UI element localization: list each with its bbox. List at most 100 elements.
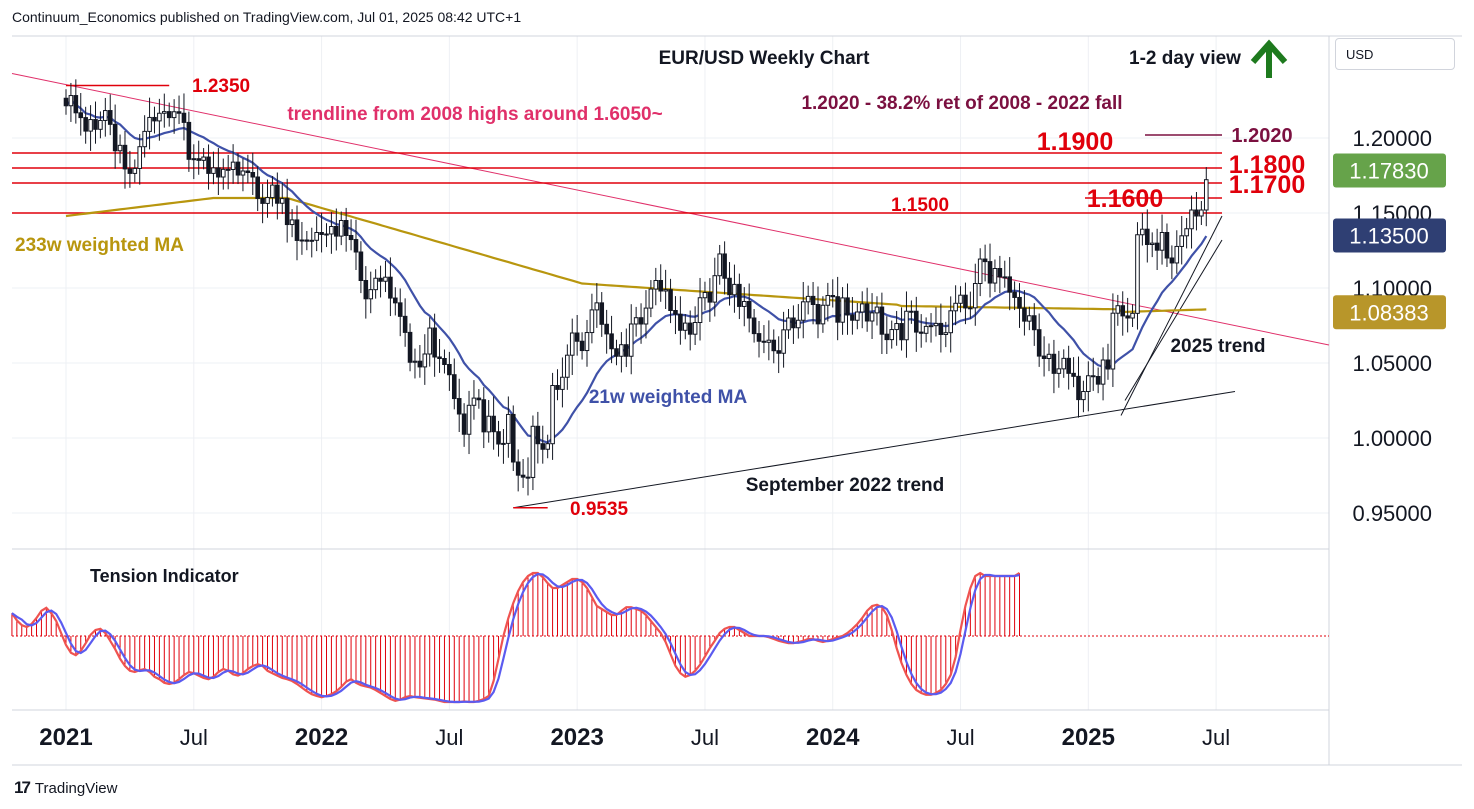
y-tick-label: 1.00000 — [1352, 426, 1432, 451]
osc-fast-line — [10, 571, 1021, 704]
candle-body — [727, 277, 732, 296]
candle-body — [1017, 296, 1022, 309]
candle-body — [171, 111, 177, 119]
trend-2025-line — [1120, 215, 1223, 416]
candle-body — [1145, 228, 1150, 245]
candle-body — [191, 158, 197, 161]
candle-body — [388, 276, 393, 299]
candle-body — [909, 310, 914, 313]
candle-body — [673, 310, 678, 315]
candle-body — [628, 323, 634, 357]
candle-body — [624, 344, 629, 357]
candle-body — [800, 301, 806, 321]
candle-body — [1031, 315, 1037, 331]
candle-body — [181, 112, 187, 123]
candle-body — [545, 443, 550, 450]
candle-body — [245, 170, 251, 173]
ma21-line — [65, 98, 1208, 444]
candle-body — [830, 295, 836, 298]
candle-body — [98, 119, 103, 130]
candle-body — [899, 323, 904, 341]
candle-body — [1125, 315, 1130, 319]
candle-body — [407, 331, 413, 363]
candle-body — [348, 235, 354, 241]
price-tag-label: 1.13500 — [1349, 224, 1429, 249]
candle-body — [1051, 353, 1057, 374]
candle-body — [648, 288, 654, 309]
candle-body — [107, 110, 113, 125]
candle-body — [864, 303, 870, 322]
candle-body — [889, 329, 895, 341]
candle-body — [1095, 376, 1101, 385]
price-tag-bg — [1333, 153, 1446, 188]
trendline-2008 — [11, 73, 1330, 346]
candle-body — [1002, 276, 1008, 279]
trendline-2008-label: trendline from 2008 highs around 1.6050~ — [287, 104, 662, 125]
candle-body — [437, 356, 442, 359]
candle-body — [309, 239, 315, 242]
ma233-label: 233w weighted MA — [15, 235, 184, 256]
x-tick-label: 2022 — [295, 724, 348, 751]
currency-button[interactable]: USD — [1335, 38, 1455, 70]
candle-body — [1041, 355, 1047, 360]
candle-body — [855, 311, 860, 321]
candle-body — [1149, 242, 1155, 245]
candle-body — [1135, 234, 1140, 314]
candle-body — [319, 232, 324, 235]
candle-body — [225, 168, 231, 171]
candle-body — [78, 112, 84, 119]
level-label: 1.2020 — [1231, 125, 1292, 147]
candle-body — [717, 253, 722, 277]
candle-body — [943, 332, 949, 336]
candle-body — [604, 323, 609, 335]
level-label: 1.1600 — [1087, 185, 1163, 213]
tradingview-mark-icon: 17 — [14, 778, 31, 797]
candle-body — [614, 348, 619, 357]
candle-body — [771, 339, 777, 352]
y-tick-label: 1.20000 — [1352, 126, 1432, 151]
candle-body — [162, 111, 167, 114]
candle-body — [260, 197, 265, 204]
candle-body — [1194, 209, 1199, 217]
plot-area — [12, 36, 1329, 710]
candle-body — [334, 226, 339, 237]
candle-body — [397, 302, 403, 317]
candle-body — [1169, 257, 1175, 264]
candle-body — [186, 121, 192, 160]
candle-body — [442, 358, 447, 365]
candle-body — [422, 353, 428, 368]
candle-body — [152, 116, 157, 122]
candle-body — [93, 119, 98, 130]
candle-body — [958, 294, 963, 304]
candle-body — [574, 332, 580, 342]
trend-2022-label: September 2022 trend — [746, 475, 945, 496]
osc-histogram — [11, 573, 1021, 702]
candle-body — [530, 425, 536, 478]
candle-body — [393, 297, 398, 304]
level-label: 1.1800 — [1229, 151, 1305, 179]
candle-body — [476, 397, 482, 401]
publisher-line: Continuum_Economics published on Trading… — [12, 9, 522, 25]
y-tick-label: 1.05000 — [1352, 351, 1432, 376]
candle-body — [712, 275, 718, 303]
candle-body — [68, 95, 74, 107]
candle-body — [417, 360, 423, 368]
candle-body — [1179, 235, 1185, 247]
candle-body — [982, 258, 988, 263]
candle-body — [481, 399, 487, 433]
x-tick-label: Jul — [946, 725, 974, 750]
candle-body — [1184, 228, 1189, 237]
candle-body — [1007, 276, 1012, 293]
tradingview-logo[interactable]: 17 TradingView — [14, 778, 117, 798]
trend-2025-label: 2025 trend — [1170, 336, 1265, 357]
candle-body — [1199, 209, 1204, 217]
candle-body — [589, 309, 595, 334]
candle-body — [756, 333, 762, 342]
candle-body — [963, 294, 968, 309]
candle-body — [599, 302, 605, 325]
candle-body — [63, 97, 69, 107]
tradingview-brand: TradingView — [34, 779, 118, 797]
candle-body — [678, 313, 683, 331]
candle-body — [904, 310, 909, 341]
